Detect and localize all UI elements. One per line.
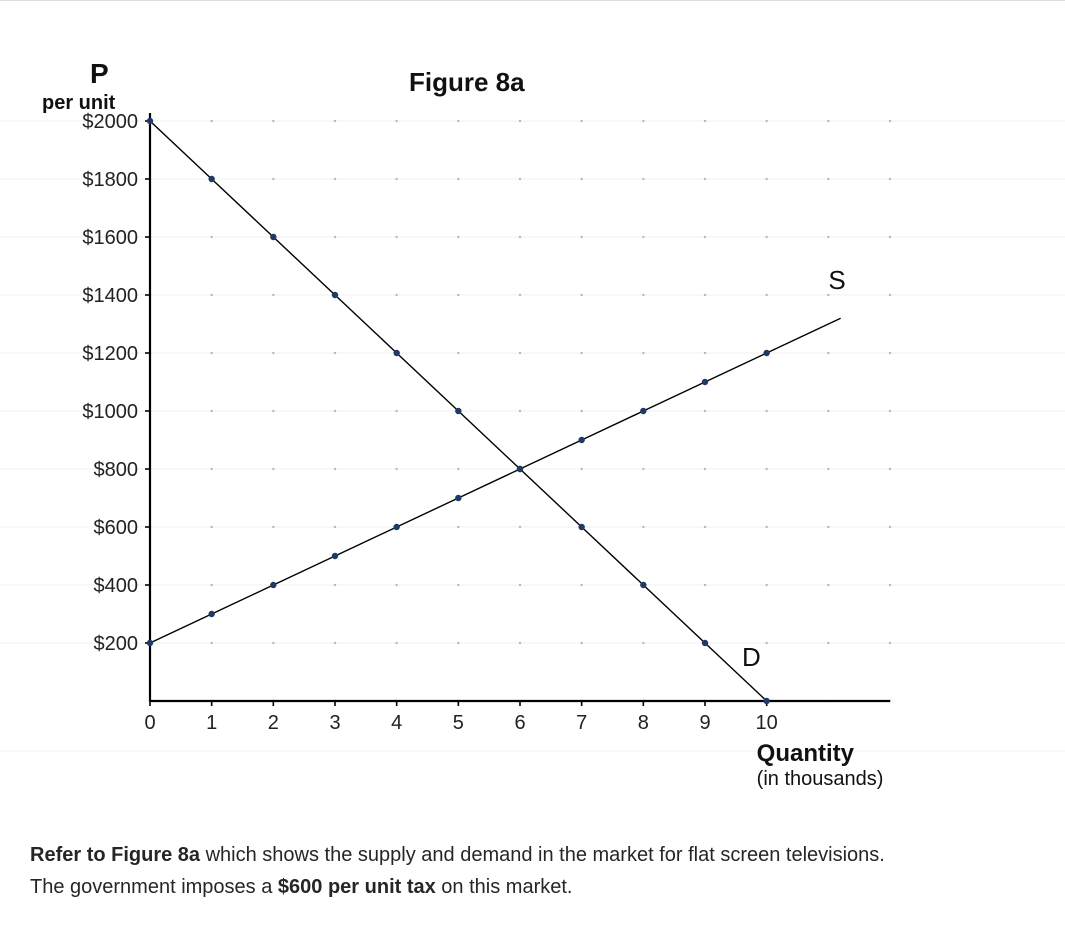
demand-point bbox=[208, 176, 214, 182]
supply-point bbox=[640, 408, 646, 414]
supply-point bbox=[763, 350, 769, 356]
x-tick-label: 2 bbox=[268, 712, 279, 734]
supply-point bbox=[455, 495, 461, 501]
demand-point bbox=[455, 408, 461, 414]
label-S: S bbox=[828, 265, 845, 295]
label-D: D bbox=[742, 642, 761, 672]
supply-point bbox=[578, 437, 584, 443]
caption-line2-rest: on this market. bbox=[436, 876, 573, 898]
y-tick-label: $400 bbox=[94, 575, 139, 597]
demand-point bbox=[578, 524, 584, 530]
demand-point bbox=[640, 582, 646, 588]
caption-line1-rest: which shows the supply and demand in the… bbox=[200, 844, 885, 866]
caption-ref-bold: Refer to Figure 8a bbox=[30, 844, 200, 866]
x-tick-label: 4 bbox=[391, 712, 402, 734]
supply-point bbox=[147, 640, 153, 646]
y-tick-label: $1000 bbox=[82, 401, 138, 423]
x-tick-label: 9 bbox=[699, 712, 710, 734]
x-axis-label-sub: (in thousands) bbox=[757, 768, 884, 790]
x-tick-label: 8 bbox=[638, 712, 649, 734]
x-tick-label: 1 bbox=[206, 712, 217, 734]
x-tick-label: 10 bbox=[756, 712, 778, 734]
y-tick-label: $1600 bbox=[82, 227, 138, 249]
chart-title: Figure 8a bbox=[409, 67, 525, 97]
caption-tax-bold: $600 per unit tax bbox=[278, 876, 436, 898]
question-caption: Refer to Figure 8a which shows the suppl… bbox=[30, 839, 1030, 903]
y-tick-label: $200 bbox=[94, 633, 139, 655]
demand-point bbox=[270, 234, 276, 240]
y-axis-label-perunit: per unit bbox=[42, 92, 116, 114]
caption-line2-prefix: The government imposes a bbox=[30, 876, 278, 898]
supply-point bbox=[270, 582, 276, 588]
y-tick-label: $600 bbox=[94, 517, 139, 539]
supply-point bbox=[393, 524, 399, 530]
demand-point bbox=[332, 292, 338, 298]
y-tick-label: $1200 bbox=[82, 343, 138, 365]
supply-point bbox=[517, 466, 523, 472]
y-tick-label: $1400 bbox=[82, 285, 138, 307]
x-tick-label: 5 bbox=[453, 712, 464, 734]
x-axis-label-main: Quantity bbox=[757, 740, 855, 767]
x-tick-label: 3 bbox=[329, 712, 340, 734]
figure-8a-chart: $2000$1800$1600$1400$1200$1000$800$600$4… bbox=[0, 1, 1065, 831]
y-tick-label: $1800 bbox=[82, 169, 138, 191]
supply-point bbox=[208, 611, 214, 617]
supply-point bbox=[332, 553, 338, 559]
y-tick-label: $800 bbox=[94, 459, 139, 481]
x-tick-label: 0 bbox=[144, 712, 155, 734]
demand-point bbox=[147, 118, 153, 124]
supply-point bbox=[702, 379, 708, 385]
supply-line bbox=[150, 318, 841, 643]
demand-point bbox=[393, 350, 399, 356]
demand-point bbox=[702, 640, 708, 646]
y-axis-label-P: P bbox=[90, 58, 109, 89]
demand-point bbox=[763, 698, 769, 704]
x-tick-label: 7 bbox=[576, 712, 587, 734]
x-tick-label: 6 bbox=[514, 712, 525, 734]
y-tick-label: $2000 bbox=[82, 111, 138, 133]
